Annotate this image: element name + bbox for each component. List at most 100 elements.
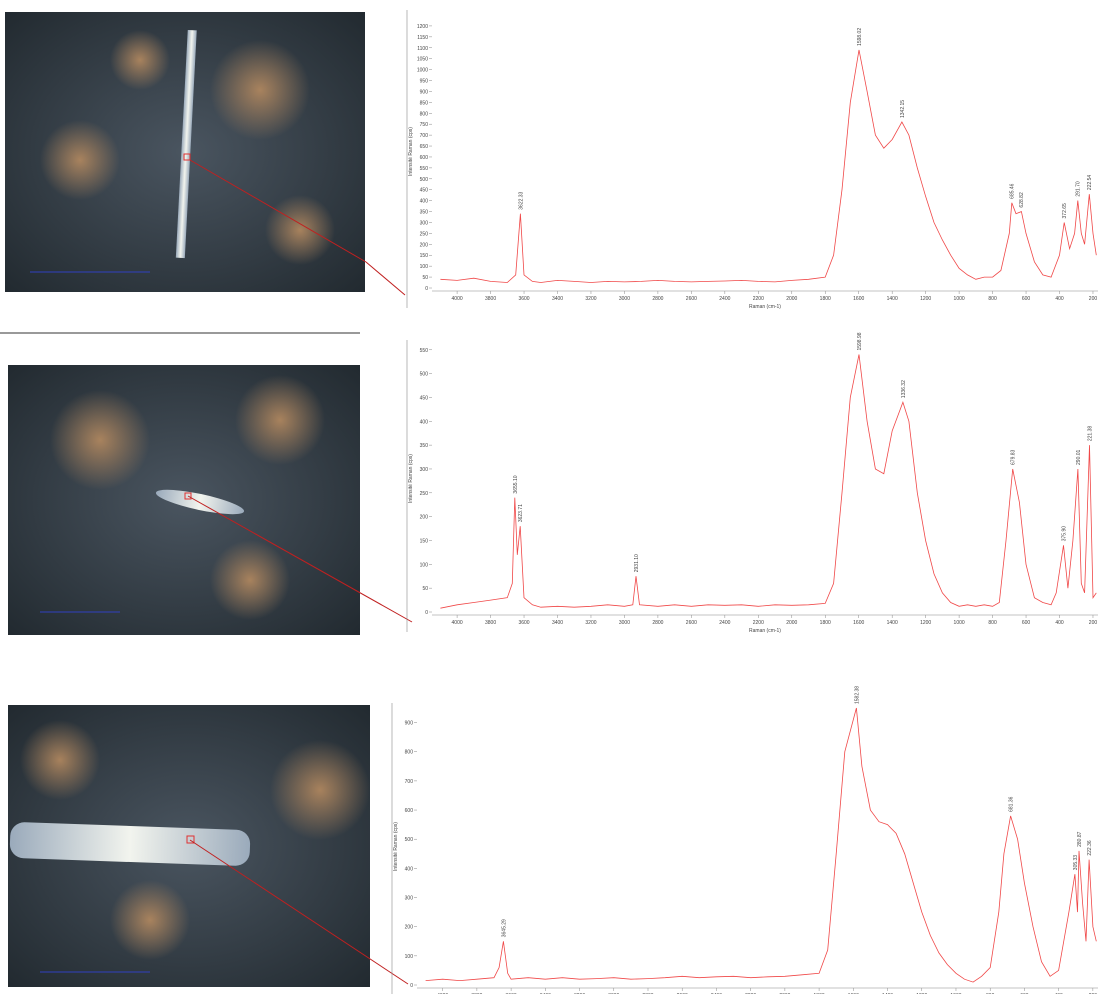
peak-label: 1582.38 <box>854 686 860 704</box>
x-tick-label: 2400 <box>719 296 730 302</box>
peak-label: 3655.10 <box>513 475 519 493</box>
x-tick-label: 1200 <box>920 620 931 626</box>
x-tick-label: 1000 <box>954 620 965 626</box>
spectrum-chart: 0100200300400500600700800900400038003600… <box>391 686 1098 999</box>
micrograph-1 <box>5 12 406 296</box>
y-tick-label: 250 <box>420 491 429 497</box>
spectrum-line <box>425 707 1097 983</box>
y-axis-label: Intensité Raman (cps) <box>408 127 414 176</box>
peak-label: 291.70 <box>1076 181 1082 197</box>
spectrum-line <box>440 354 1097 609</box>
peak-label: 681.36 <box>1009 796 1015 812</box>
y-tick-label: 950 <box>420 79 429 85</box>
y-tick-label: 200 <box>420 515 429 521</box>
peak-label: 3622.33 <box>518 191 524 209</box>
x-tick-label: 1400 <box>887 296 898 302</box>
micrograph-2 <box>8 365 413 635</box>
x-tick-label: 400 <box>1055 620 1064 626</box>
x-tick-label: 1400 <box>887 620 898 626</box>
x-tick-label: 3400 <box>552 620 563 626</box>
y-tick-label: 50 <box>422 275 428 281</box>
y-tick-label: 550 <box>420 166 429 172</box>
y-tick-label: 500 <box>420 372 429 378</box>
peak-label: 372.65 <box>1062 203 1068 219</box>
x-tick-label: 600 <box>1022 620 1031 626</box>
y-tick-label: 450 <box>420 188 429 194</box>
y-tick-label: 0 <box>425 610 428 616</box>
x-tick-label: 1800 <box>820 296 831 302</box>
peak-label: 1598.98 <box>857 332 863 350</box>
x-tick-label: 400 <box>1055 296 1064 302</box>
y-tick-label: 650 <box>420 144 429 150</box>
y-tick-label: 700 <box>405 779 414 785</box>
y-tick-label: 500 <box>405 837 414 843</box>
x-tick-label: 4000 <box>452 296 463 302</box>
x-tick-label: 3800 <box>485 620 496 626</box>
peak-label: 290.01 <box>1076 449 1082 465</box>
y-tick-label: 1000 <box>417 68 428 74</box>
y-tick-label: 350 <box>420 210 429 216</box>
y-tick-label: 600 <box>420 155 429 161</box>
y-tick-label: 250 <box>420 231 429 237</box>
x-tick-label: 1600 <box>853 296 864 302</box>
y-tick-label: 350 <box>420 443 429 449</box>
y-tick-label: 800 <box>420 111 429 117</box>
x-tick-label: 2200 <box>753 620 764 626</box>
x-tick-label: 2800 <box>652 620 663 626</box>
x-tick-label: 3200 <box>585 296 596 302</box>
y-tick-label: 1200 <box>417 24 428 30</box>
x-tick-label: 4000 <box>452 620 463 626</box>
y-tick-label: 200 <box>405 925 414 931</box>
x-tick-label: 2400 <box>719 620 730 626</box>
peak-label: 375.90 <box>1062 526 1068 542</box>
micrograph-3 <box>8 705 409 987</box>
peak-label: 628.82 <box>1019 192 1025 208</box>
y-tick-label: 800 <box>405 750 414 756</box>
y-tick-label: 750 <box>420 122 429 128</box>
peak-label: 1598.02 <box>857 28 863 46</box>
x-tick-label: 2000 <box>786 296 797 302</box>
y-tick-label: 100 <box>420 562 429 568</box>
peak-label: 1336.32 <box>901 380 907 398</box>
x-axis-label: Raman (cm-1) <box>749 304 781 310</box>
y-tick-label: 300 <box>405 896 414 902</box>
y-tick-label: 900 <box>420 89 429 95</box>
y-tick-label: 400 <box>420 199 429 205</box>
x-tick-label: 2000 <box>786 620 797 626</box>
y-tick-label: 500 <box>420 177 429 183</box>
x-tick-label: 3000 <box>619 296 630 302</box>
y-axis-label: Intensité Raman (cps) <box>408 454 414 503</box>
x-tick-label: 3000 <box>619 620 630 626</box>
y-tick-label: 300 <box>420 467 429 473</box>
peak-label: 685.46 <box>1010 183 1016 199</box>
peak-label: 280.87 <box>1077 831 1083 847</box>
y-tick-label: 150 <box>420 538 429 544</box>
peak-label: 3645.29 <box>501 919 507 937</box>
y-tick-label: 200 <box>420 242 429 248</box>
y-tick-label: 400 <box>405 866 414 872</box>
y-tick-label: 100 <box>420 264 429 270</box>
y-tick-label: 1150 <box>417 35 428 41</box>
x-tick-label: 2600 <box>686 296 697 302</box>
y-tick-label: 0 <box>410 983 413 989</box>
y-tick-label: 850 <box>420 100 429 106</box>
y-tick-label: 0 <box>425 286 428 292</box>
x-tick-label: 800 <box>988 620 997 626</box>
peak-label: 679.83 <box>1011 449 1017 465</box>
x-tick-label: 2200 <box>753 296 764 302</box>
y-tick-label: 1050 <box>417 57 428 63</box>
peak-label: 221.38 <box>1087 426 1093 442</box>
x-tick-label: 2800 <box>652 296 663 302</box>
y-tick-label: 50 <box>422 586 428 592</box>
y-tick-label: 450 <box>420 395 429 401</box>
spectrum-chart: 0 50 100 150 200 250 300 350 400 450 500 550 600 650 7… <box>406 10 1098 310</box>
y-tick-label: 400 <box>420 419 429 425</box>
x-tick-label: 1800 <box>820 620 831 626</box>
x-tick-label: 600 <box>1022 296 1031 302</box>
x-tick-label: 3600 <box>518 296 529 302</box>
x-tick-label: 3600 <box>518 620 529 626</box>
peak-label: 222.36 <box>1087 840 1093 856</box>
x-tick-label: 3800 <box>485 296 496 302</box>
y-tick-label: 550 <box>420 348 429 354</box>
